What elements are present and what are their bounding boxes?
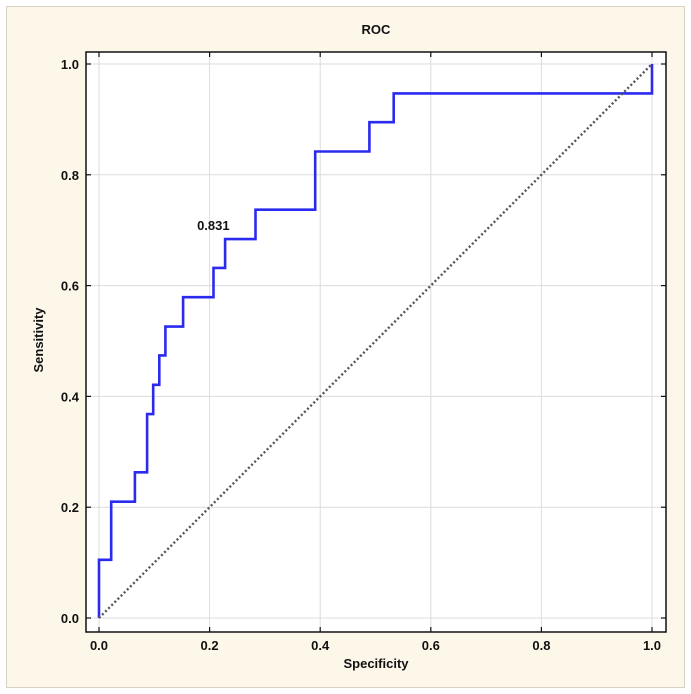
y-tick-label: 0.2 xyxy=(61,500,79,515)
x-tick-label: 0.6 xyxy=(422,638,440,653)
reference-diagonal-line xyxy=(98,63,653,619)
x-axis-label: Specificity xyxy=(343,656,409,671)
series-layer xyxy=(97,63,654,619)
plot-border xyxy=(85,51,667,633)
y-tick-label: 0.4 xyxy=(61,389,80,404)
y-axis-label: Sensitivity xyxy=(31,307,46,373)
x-tick-label: 0.8 xyxy=(532,638,550,653)
roc-curve-line xyxy=(97,64,654,618)
y-tick-label: 0.0 xyxy=(61,611,79,626)
y-tick-label: 0.8 xyxy=(61,168,79,183)
x-tick-label: 0.0 xyxy=(90,638,108,653)
y-tick-label: 1.0 xyxy=(61,57,79,72)
x-tick-label: 0.2 xyxy=(201,638,219,653)
grid xyxy=(86,52,666,632)
y-tick-label: 0.6 xyxy=(61,279,79,294)
x-tick-label: 1.0 xyxy=(643,638,661,653)
annotation-layer: 0.831 xyxy=(197,218,230,233)
plot-background xyxy=(86,52,666,632)
annotation-label: 0.831 xyxy=(197,218,230,233)
chart-title: ROC xyxy=(362,22,392,37)
axis-ticks: 0.0 0.2 0.4 0.6 0.8 1.0 0.0 0.2 0.4 0.6 0.8 1.0 xyxy=(61,52,666,653)
x-tick-label: 0.4 xyxy=(311,638,330,653)
